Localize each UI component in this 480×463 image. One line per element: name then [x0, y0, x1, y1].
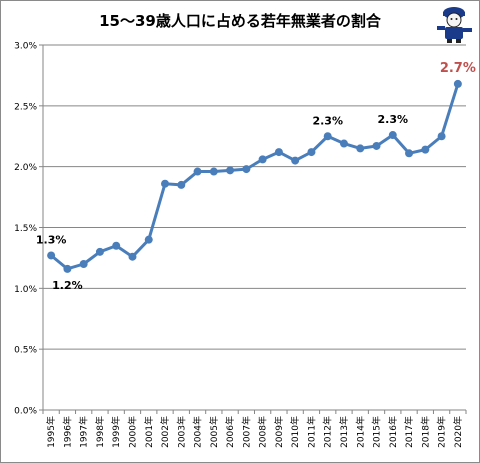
y-tick-label: 3.0%: [14, 42, 37, 52]
data-point: [128, 252, 137, 261]
data-point: [193, 167, 202, 176]
data-point: [307, 148, 316, 157]
x-tick-label: 1996年: [61, 416, 73, 448]
data-point: [226, 166, 235, 175]
data-point: [323, 132, 332, 141]
data-point: [421, 145, 430, 154]
data-point: [388, 131, 397, 140]
x-tick-label: 2002年: [159, 416, 171, 448]
x-tick-label: 2011年: [305, 416, 317, 448]
x-tick-label: 2008年: [257, 416, 269, 448]
data-point: [453, 79, 462, 88]
y-tick-label: 0.0%: [14, 407, 37, 417]
data-point: [177, 180, 186, 189]
data-point: [339, 139, 348, 148]
y-tick-label: 1.0%: [14, 285, 37, 295]
y-tick-label: 2.0%: [14, 163, 37, 173]
data-point: [95, 247, 104, 256]
x-tick-label: 1998年: [94, 416, 106, 448]
y-tick-label: 1.5%: [14, 224, 37, 234]
data-point: [405, 149, 414, 158]
x-tick-label: 1999年: [110, 416, 122, 448]
x-tick-label: 2004年: [192, 416, 204, 448]
data-point: [291, 156, 300, 165]
data-point: [356, 144, 365, 153]
x-tick-label: 2012年: [322, 416, 334, 448]
chart-title: 15〜39歳人口に占める若年無業者の割合: [99, 12, 381, 30]
data-point: [47, 251, 56, 260]
data-label: 2.3%: [312, 114, 343, 127]
x-tick-label: 2001年: [143, 416, 155, 448]
y-tick-label: 2.5%: [14, 102, 37, 112]
x-tick-label: 2009年: [273, 416, 285, 448]
x-tick-label: 2005年: [208, 416, 220, 448]
data-label: 2.3%: [378, 113, 409, 126]
x-tick-label: 2006年: [224, 416, 236, 448]
data-point: [274, 148, 283, 157]
x-tick-label: 2019年: [436, 416, 448, 448]
data-point: [437, 132, 446, 141]
data-point: [372, 141, 381, 150]
y-tick-label: 0.5%: [14, 346, 37, 356]
x-tick-label: 2014年: [354, 416, 366, 448]
x-tick-label: 2017年: [403, 416, 415, 448]
x-tick-label: 2018年: [419, 416, 431, 448]
x-tick-label: 2003年: [175, 416, 187, 448]
x-tick-label: 2007年: [240, 416, 252, 448]
mascot-character-icon: [437, 7, 472, 43]
x-tick-label: 1995年: [45, 416, 57, 448]
x-tick-label: 2000年: [126, 416, 138, 448]
x-tick-label: 2015年: [371, 416, 383, 448]
data-point: [79, 260, 88, 268]
data-point: [209, 167, 218, 176]
x-tick-label: 2016年: [387, 416, 399, 448]
data-point: [144, 235, 153, 244]
data-label: 1.3%: [36, 233, 67, 246]
data-point: [161, 179, 170, 188]
x-tick-label: 2010年: [289, 416, 301, 448]
data-point: [258, 155, 267, 164]
data-point: [242, 165, 251, 174]
x-tick-label: 1997年: [78, 416, 90, 448]
x-tick-label: 2013年: [338, 416, 350, 448]
data-label: 1.2%: [52, 279, 83, 292]
data-point: [63, 264, 72, 273]
series-line: [50, 83, 460, 271]
data-point: [112, 241, 121, 250]
x-tick-label: 2020年: [452, 416, 464, 448]
data-label: 2.7%: [440, 61, 476, 76]
